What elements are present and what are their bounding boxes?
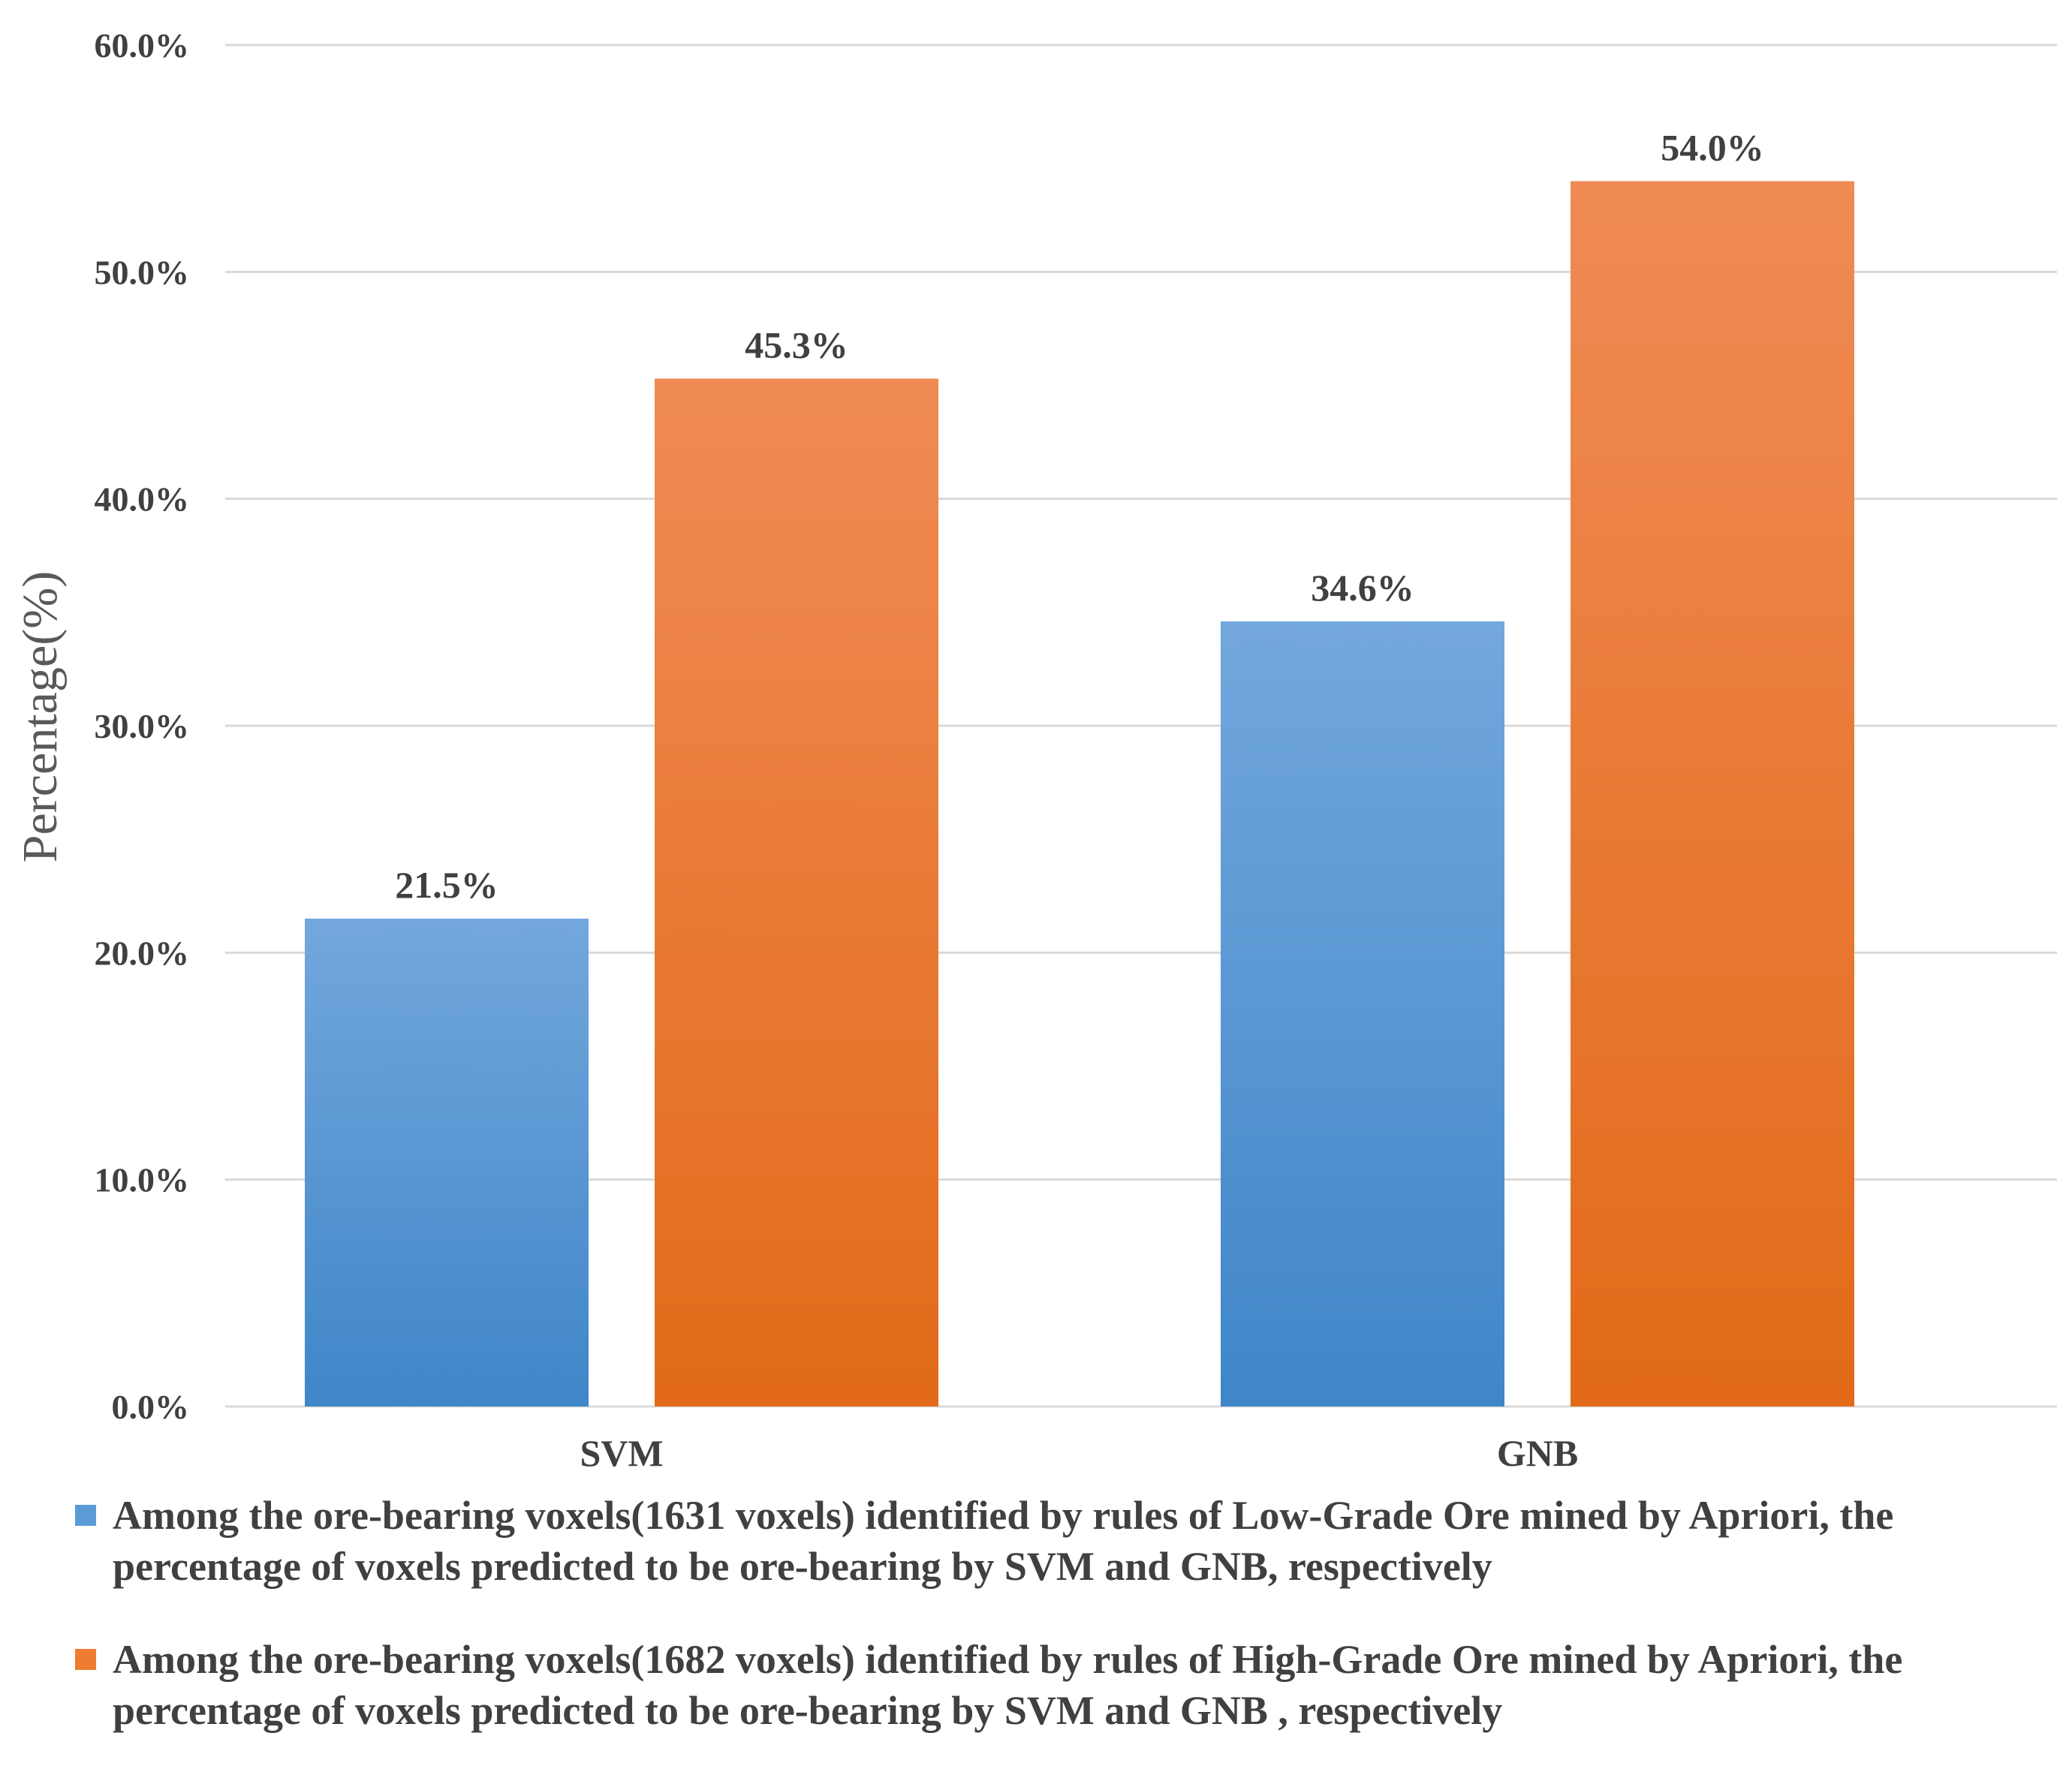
y-axis-title: Percentage(%) [13,571,68,862]
bar-gnb-series-1 [1221,621,1504,1406]
y-axis-tick-labels: 0.0% 10.0% 20.0% 30.0% 40.0% 50.0% 60.0% [95,26,190,1426]
data-label: 54.0% [1661,126,1764,168]
legend: Among the ore-bearing voxels(1631 voxels… [75,1490,2057,1778]
x-category-label: SVM [580,1432,663,1471]
x-axis-category-labels: SVM GNB [580,1432,1578,1471]
legend-swatch-blue [75,1505,96,1526]
bar-svm-series-1 [305,918,589,1406]
legend-item-high-grade: Among the ore-bearing voxels(1682 voxels… [75,1634,2057,1736]
y-tick-label: 0.0% [112,1388,190,1426]
legend-text-line: Among the ore-bearing voxels(1682 voxels… [113,1637,1903,1682]
legend-swatch-orange [75,1649,96,1670]
bar-svm-series-2 [655,378,938,1407]
y-tick-label: 30.0% [95,707,190,745]
legend-item-low-grade: Among the ore-bearing voxels(1631 voxels… [75,1490,2057,1592]
legend-text-line: Among the ore-bearing voxels(1631 voxels… [113,1493,1894,1538]
y-tick-label: 10.0% [95,1161,190,1199]
y-tick-label: 60.0% [95,26,190,65]
bars [305,181,1854,1407]
y-tick-label: 40.0% [95,480,190,519]
data-label: 45.3% [745,323,848,366]
bar-gnb-series-2 [1571,181,1854,1406]
x-category-label: GNB [1497,1432,1578,1471]
y-tick-label: 20.0% [95,934,190,972]
data-label: 21.5% [395,864,498,906]
data-labels: 21.5% 45.3% 34.6% 54.0% [395,126,1764,906]
legend-text-line: percentage of voxels predicted to be ore… [113,1544,1492,1589]
data-label: 34.6% [1311,567,1414,609]
bar-chart: 0.0% 10.0% 20.0% 30.0% 40.0% 50.0% 60.0% 21.5%… [13,26,2057,1471]
y-tick-label: 50.0% [95,253,190,291]
legend-text-line: percentage of voxels predicted to be ore… [113,1688,1503,1733]
